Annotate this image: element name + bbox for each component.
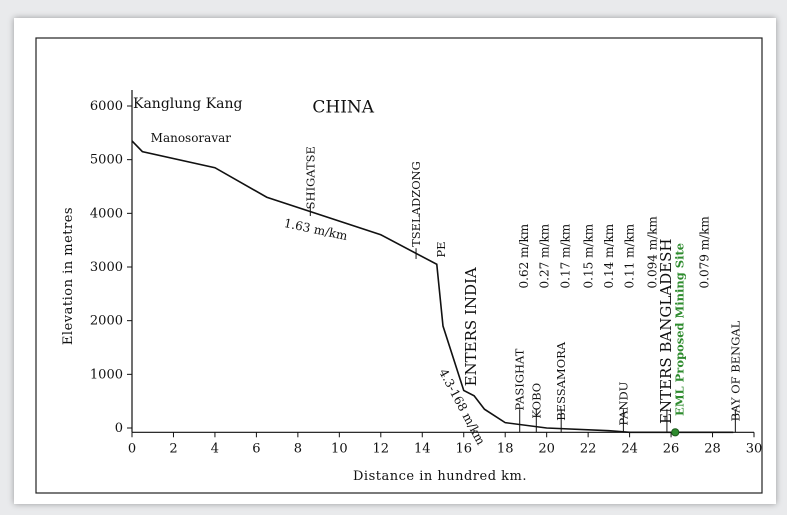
- place-label-pe: PE: [434, 241, 448, 257]
- x-tick-label: 6: [252, 441, 260, 456]
- x-tick-label: 14: [414, 441, 431, 456]
- y-tick-label: 2000: [90, 314, 123, 329]
- chart-card: 0 2 4 6 8 10 12 14 16 18 20 22 24 26 28 30 0 1000 2000 3000…: [14, 18, 776, 504]
- x-tick-label: 8: [294, 441, 302, 456]
- x-tick-label: 28: [704, 441, 721, 456]
- gradient-label: 0.11 m/km: [623, 223, 637, 288]
- place-label-manosoravar: Manosoravar: [151, 131, 232, 145]
- place-label-china: CHINA: [312, 98, 374, 118]
- x-tick-label: 22: [580, 441, 597, 456]
- gradient-label: 0.27 m/km: [538, 223, 552, 288]
- x-tick-label: 24: [621, 441, 638, 456]
- elevation-profile-line: [131, 140, 734, 434]
- gradient-label: 0.17 m/km: [558, 223, 572, 288]
- x-tick-label: 30: [746, 441, 763, 456]
- gradient-label: 0.62 m/km: [517, 223, 531, 288]
- place-label-shigatse: SHIGATSE: [303, 146, 317, 209]
- x-tick-label: 18: [497, 441, 514, 456]
- x-tick-label: 12: [373, 441, 390, 456]
- gradient-label: 1.63 m/km: [283, 216, 350, 243]
- y-tick-label: 6000: [90, 99, 123, 114]
- y-tick-label: 0: [115, 421, 123, 436]
- place-label-kanglung-kang: Kanglung Kang: [133, 96, 243, 112]
- x-tick-label: 0: [128, 441, 136, 456]
- x-tick-label: 20: [538, 441, 555, 456]
- elevation-profile-chart: 0 2 4 6 8 10 12 14 16 18 20 22 24 26 28 300100020003000…: [35, 37, 763, 494]
- x-axis-label: Distance in hundred km.: [353, 469, 527, 484]
- place-label-tseladzong: TSELADZONG: [409, 161, 423, 247]
- x-tick-label: 16: [455, 441, 472, 456]
- place-label-enters-bangladesh: ENTERS BANGLADESH: [657, 239, 675, 424]
- y-tick-label: 1000: [90, 367, 123, 382]
- x-tick-label: 26: [663, 441, 680, 456]
- inner-frame: [35, 37, 763, 494]
- y-tick-label: 5000: [90, 153, 123, 168]
- y-tick-label: 4000: [90, 206, 123, 221]
- y-tick-label: 3000: [90, 260, 123, 275]
- gradient-label: 0.14 m/km: [602, 223, 616, 288]
- x-tick-label: 10: [331, 441, 348, 456]
- mining-site-marker: [671, 428, 680, 437]
- place-label-eml-proposed-mining-site: EML Proposed Mining Site: [672, 243, 686, 416]
- place-label-enters-india: ENTERS INDIA: [462, 267, 480, 386]
- y-axis-label: Elevation in metres: [61, 207, 76, 345]
- place-label-kobo: KOBO: [529, 383, 543, 419]
- place-label-bay-of-bengal: BAY OF BENGAL: [728, 320, 742, 421]
- place-label-bessamora: BESSAMORA: [554, 341, 568, 421]
- gradient-label: 0.15 m/km: [581, 223, 595, 288]
- gradient-label: 0.094 m/km: [646, 216, 660, 289]
- x-tick-label: 2: [169, 441, 177, 456]
- place-label-pasighat: PASIGHAT: [513, 348, 527, 410]
- x-tick-label: 4: [211, 441, 219, 456]
- gradient-label: 0.079 m/km: [697, 216, 711, 289]
- place-label-pandu: PANDU: [616, 381, 630, 425]
